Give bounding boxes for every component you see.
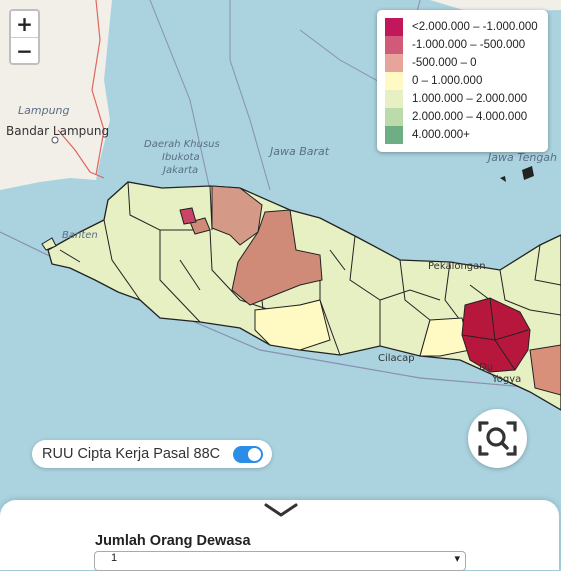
zoom-out-button[interactable]: − (11, 37, 38, 63)
legend-swatch (385, 36, 403, 54)
legend-swatch (385, 72, 403, 90)
label-yogya: Yogya (491, 374, 521, 385)
island-top (430, 0, 561, 12)
toggle-switch[interactable] (233, 446, 263, 463)
label-du: Du (479, 362, 493, 373)
label-jawa-tengah: Jawa Tengah (486, 151, 557, 164)
legend: <2.000.000 – -1.000.000 -1.000.000 – -500… (377, 10, 548, 152)
policy-toggle[interactable]: RUU Cipta Kerja Pasal 88C (32, 440, 272, 468)
legend-label: -1.000.000 – -500.000 (412, 39, 526, 51)
chevron-down-icon[interactable] (264, 502, 298, 518)
label-daerah-khusus: Daerah Khusus (144, 139, 220, 150)
region-salmon-east (529, 344, 561, 396)
region-red-west (179, 207, 197, 225)
legend-swatch (385, 108, 403, 126)
legend-label: 2.000.000 – 4.000.000 (412, 111, 528, 123)
legend-swatch (385, 54, 403, 72)
legend-swatch (385, 126, 403, 144)
legend-label: 0 – 1.000.000 (412, 75, 483, 87)
region-red-yogya (461, 297, 531, 373)
legend-label: <2.000.000 – -1.000.000 (412, 21, 538, 33)
search-zoom-icon (478, 421, 517, 456)
policy-toggle-label: RUU Cipta Kerja Pasal 88C (42, 446, 221, 462)
lampung-road (91, 0, 105, 176)
zoom-control: + − (9, 9, 40, 65)
legend-label: 1.000.000 – 2.000.000 (412, 93, 528, 105)
zoom-in-button[interactable]: + (11, 11, 38, 37)
legend-item: -1.000.000 – -500.000 (385, 36, 548, 54)
label-banten: Banten (62, 230, 98, 241)
legend-item: 1.000.000 – 2.000.000 (385, 90, 548, 108)
legend-item: 4.000.000+ (385, 126, 548, 144)
legend-item: 2.000.000 – 4.000.000 (385, 108, 548, 126)
adult-count-label: Jumlah Orang Dewasa (95, 533, 251, 549)
label-lampung: Lampung (18, 104, 70, 117)
lampung-coast (57, 129, 105, 179)
label-cilacap: Cilacap (378, 353, 415, 364)
search-zoom-button[interactable] (468, 409, 527, 468)
legend-item: -500.000 – 0 (385, 54, 548, 72)
select-arrow-icon: ▾ (454, 553, 460, 565)
legend-item: 0 – 1.000.000 (385, 72, 548, 90)
adult-count-value: 1 (111, 552, 118, 564)
legend-item: <2.000.000 – -1.000.000 (385, 18, 548, 36)
region-yellow-east (419, 317, 471, 357)
region-salmon-center (231, 209, 323, 306)
legend-swatch (385, 90, 403, 108)
legend-swatch (385, 18, 403, 36)
label-bandar-lampung: Bandar Lampung (6, 124, 109, 138)
adult-count-select[interactable]: 1 ▾ (94, 551, 466, 571)
label-ibukota: Ibukota (162, 152, 200, 163)
bottom-panel: Jumlah Orang Dewasa 1 ▾ (0, 500, 559, 571)
label-pekalongan: Pekalongan (428, 261, 486, 272)
region-salmon-north (211, 185, 263, 246)
label-jawa-barat: Jawa Barat (268, 145, 330, 158)
legend-label: 4.000.000+ (412, 129, 470, 141)
legend-label: -500.000 – 0 (412, 57, 477, 69)
region-yellow-south (254, 299, 331, 351)
label-jakarta: Jakarta (161, 165, 198, 176)
